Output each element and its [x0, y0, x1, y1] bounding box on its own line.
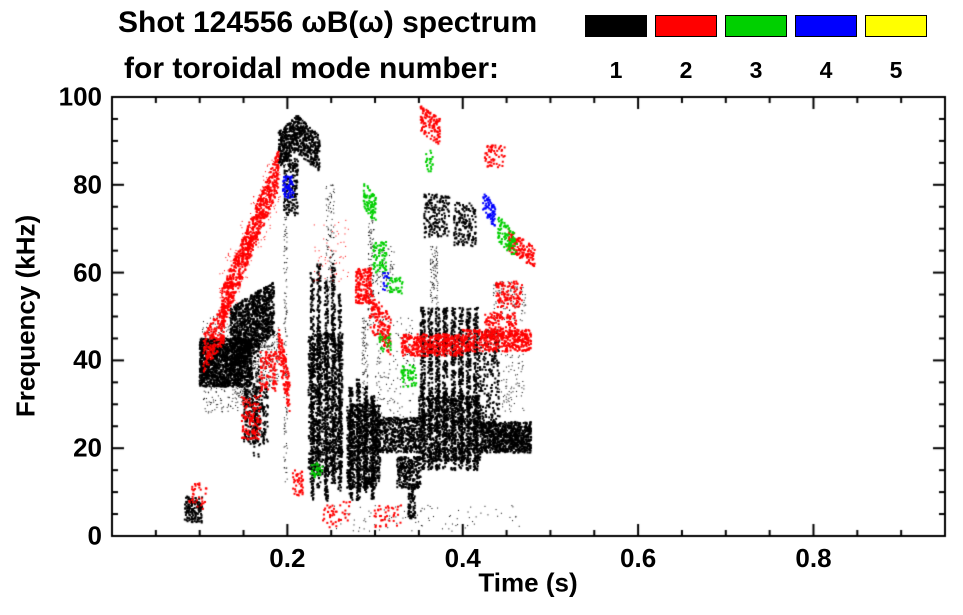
legend-label-2: 2 [679, 57, 693, 83]
legend-label-5: 5 [889, 57, 903, 83]
y-axis-label: Frequency (kHz) [10, 214, 41, 418]
y-tick-label-40: 40 [73, 344, 102, 375]
legend-numbers: 1 2 3 4 5 [585, 57, 927, 84]
legend-label-3: 3 [749, 57, 763, 83]
legend-swatches [585, 15, 927, 37]
legend-swatch-1 [585, 15, 647, 37]
spectrogram-canvas [110, 95, 947, 538]
figure-subtitle: for toroidal mode number: [124, 52, 499, 85]
x-tick-label-0.8: 0.8 [795, 543, 832, 573]
x-axis-label: Time (s) [478, 567, 578, 598]
legend-label-1: 1 [609, 57, 623, 83]
legend-swatch-4 [795, 15, 857, 37]
y-tick-label-100: 100 [58, 81, 102, 112]
x-tick-label-0.4: 0.4 [444, 543, 481, 573]
legend-swatch-3 [725, 15, 787, 37]
y-tick-label-20: 20 [73, 432, 102, 463]
y-tick-label-0: 0 [87, 520, 102, 551]
y-tick-label-60: 60 [73, 257, 102, 288]
figure-title: Shot 124556 ωB(ω) spectrum [118, 6, 538, 39]
legend-swatch-5 [865, 15, 927, 37]
x-tick-label-0.2: 0.2 [269, 543, 306, 573]
legend-swatch-2 [655, 15, 717, 37]
y-tick-label-80: 80 [73, 169, 102, 200]
legend-label-4: 4 [819, 57, 833, 83]
x-tick-label-0.6: 0.6 [620, 543, 657, 573]
